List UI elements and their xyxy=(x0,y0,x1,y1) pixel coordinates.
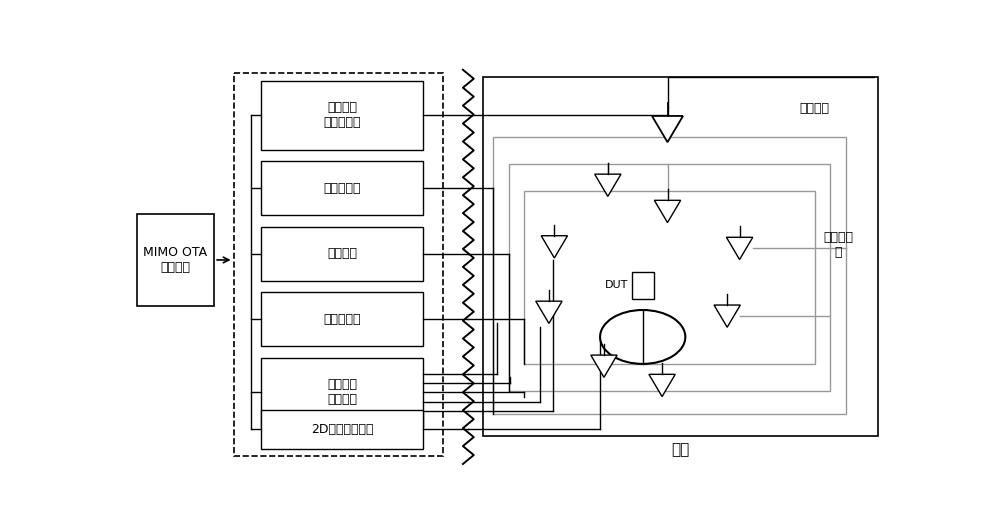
Text: 链路天线: 链路天线 xyxy=(799,102,829,115)
Polygon shape xyxy=(652,116,683,142)
Bar xyxy=(509,164,830,391)
Text: 信道仿真器: 信道仿真器 xyxy=(323,182,361,195)
Bar xyxy=(632,271,654,299)
Text: 功放单元: 功放单元 xyxy=(327,248,357,260)
Bar xyxy=(261,227,423,281)
Polygon shape xyxy=(595,174,621,197)
Polygon shape xyxy=(536,301,562,323)
Text: 射频信号
处理单元: 射频信号 处理单元 xyxy=(327,378,357,407)
Polygon shape xyxy=(649,374,675,396)
Text: 多探头系
统: 多探头系 统 xyxy=(823,231,853,259)
Polygon shape xyxy=(726,237,753,260)
Polygon shape xyxy=(654,200,681,223)
Bar xyxy=(261,292,423,346)
Text: MIMO OTA
测试平台: MIMO OTA 测试平台 xyxy=(143,246,207,274)
Bar xyxy=(261,81,423,150)
Bar xyxy=(524,191,815,364)
Bar xyxy=(493,137,846,414)
Ellipse shape xyxy=(600,310,685,364)
Polygon shape xyxy=(541,236,568,258)
Bar xyxy=(137,214,214,306)
Polygon shape xyxy=(591,355,617,377)
Bar xyxy=(234,73,443,456)
Bar xyxy=(483,77,878,436)
Text: 无线通信
综合测试仪: 无线通信 综合测试仪 xyxy=(323,101,361,129)
Text: DUT: DUT xyxy=(605,280,628,290)
Text: 2D转台控制单元: 2D转台控制单元 xyxy=(311,423,373,436)
Bar xyxy=(261,162,423,215)
Text: 暗室: 暗室 xyxy=(672,442,690,457)
Bar xyxy=(261,358,423,427)
Polygon shape xyxy=(714,305,740,328)
Bar xyxy=(261,410,423,448)
Text: 网络分析仪: 网络分析仪 xyxy=(323,313,361,326)
